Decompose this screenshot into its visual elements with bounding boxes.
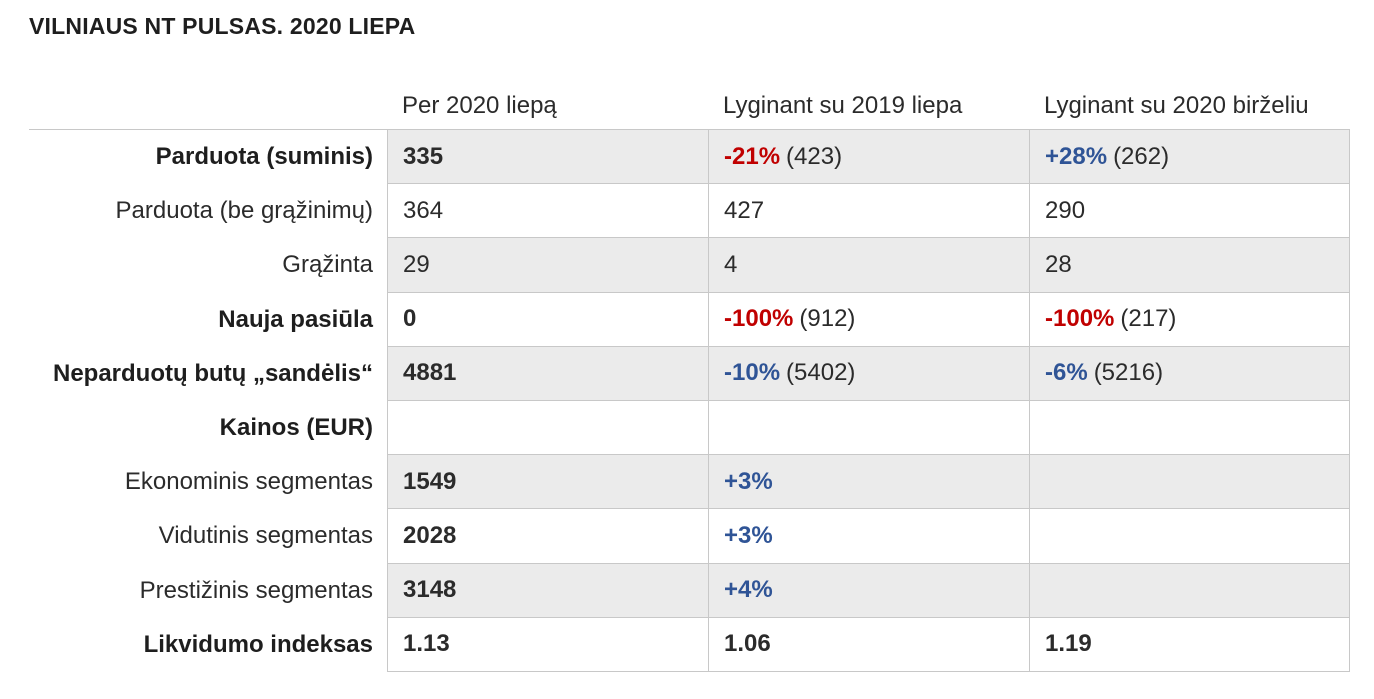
cell-value: 2028 — [403, 521, 457, 549]
row-cells: 1.13 1.06 1.19 — [387, 617, 1350, 672]
table-row: Neparduotų butų „sandėlis“ 4881 -10% (5402)… — [0, 346, 1374, 401]
table-cell: 4881 — [388, 346, 709, 400]
cell-value: 4 — [724, 250, 738, 278]
column-header-vs-last-year: Lyginant su 2019 liepa — [723, 92, 963, 119]
table-cell: -21% (423) — [709, 130, 1030, 184]
cell-value: (5402) — [786, 359, 856, 387]
table-cell — [1030, 455, 1349, 508]
row-cells: 364 427 290 — [387, 184, 1350, 239]
table-cell: +3% — [709, 509, 1030, 563]
table-row: Vidutinis segmentas 2028 +3% — [0, 509, 1374, 564]
change-percent: -100% — [1045, 305, 1115, 333]
row-label: Neparduotų butų „sandėlis“ — [52, 359, 373, 387]
cell-value: 1549 — [403, 467, 457, 495]
row-cells — [387, 400, 1350, 456]
table-row: Parduota (be grąžinimų) 364 427 290 — [0, 184, 1374, 239]
table-row: Nauja pasiūla 0 -100% (912) -100% (217) — [0, 292, 1374, 347]
table-cell: 2028 — [388, 509, 709, 563]
table-cell: +3% — [709, 455, 1030, 509]
table-cell — [1030, 564, 1349, 617]
change-percent: +3% — [724, 467, 773, 495]
cell-value: 0 — [403, 305, 417, 333]
table-cell: 1.13 — [388, 617, 709, 671]
table-cell: 28 — [1030, 238, 1349, 291]
row-cells: 4881 -10% (5402) -6% (5216) — [387, 346, 1350, 401]
cell-value: 29 — [403, 250, 430, 278]
table-cell: 1.06 — [709, 617, 1030, 671]
table-row: Kainos (EUR) — [0, 400, 1374, 456]
cell-value: (262) — [1113, 142, 1170, 170]
row-cells: 335 -21% (423) +28% (262) — [387, 130, 1350, 185]
table-cell: -6% (5216) — [1030, 347, 1349, 400]
row-cells: 29 4 28 — [387, 238, 1350, 293]
cell-value: 364 — [403, 196, 444, 224]
table-cell: +4% — [709, 563, 1030, 617]
table-cell — [709, 400, 1030, 455]
table-cell: -10% (5402) — [709, 346, 1030, 400]
row-label: Kainos (EUR) — [219, 414, 373, 442]
row-cells: 3148 +4% — [387, 563, 1350, 618]
table-cell: 335 — [388, 130, 709, 184]
column-header-row: Per 2020 liepą Lyginant su 2019 liepa Ly… — [0, 86, 1374, 126]
change-percent: +28% — [1045, 142, 1108, 170]
table-cell: 29 — [388, 238, 709, 292]
change-percent: +3% — [724, 521, 773, 549]
table-row: Grąžinta 29 4 28 — [0, 238, 1374, 293]
table-cell — [388, 400, 709, 455]
table-row: Likvidumo indeksas 1.13 1.06 1.19 — [0, 617, 1374, 672]
page-title: VILNIAUS NT PULSAS. 2020 LIEPA — [29, 13, 416, 39]
cell-value: 1.19 — [1045, 630, 1092, 658]
cell-value: 28 — [1045, 250, 1072, 278]
row-label: Parduota (be grąžinimų) — [115, 197, 373, 225]
row-label: Parduota (suminis) — [155, 143, 373, 171]
change-percent: -100% — [724, 305, 794, 333]
stats-table: Parduota (suminis) 335 -21% (423) +28% (262) P… — [0, 130, 1374, 672]
table-cell: 3148 — [388, 563, 709, 617]
cell-value: (217) — [1120, 305, 1177, 333]
cell-value: 335 — [403, 142, 444, 170]
cell-value: (423) — [786, 142, 843, 170]
row-cells: 2028 +3% — [387, 509, 1350, 564]
column-header-current: Per 2020 liepą — [402, 92, 557, 119]
cell-value: 3148 — [403, 576, 457, 604]
row-label: Nauja pasiūla — [218, 305, 373, 333]
row-cells: 1549 +3% — [387, 455, 1350, 510]
cell-value: 290 — [1045, 196, 1086, 224]
table-cell: 1549 — [388, 455, 709, 509]
table-cell: +28% (262) — [1030, 130, 1349, 183]
table-cell: 290 — [1030, 184, 1349, 237]
change-percent: -21% — [724, 142, 781, 170]
header-divider — [29, 129, 1350, 130]
table-cell: 427 — [709, 184, 1030, 238]
cell-value: (5216) — [1093, 359, 1164, 387]
table-cell — [1030, 509, 1349, 562]
table-cell: 364 — [388, 184, 709, 238]
row-cells: 0 -100% (912) -100% (217) — [387, 292, 1350, 347]
cell-value: 1.06 — [724, 630, 771, 658]
table-row: Prestižinis segmentas 3148 +4% — [0, 563, 1374, 618]
table-cell: -100% (912) — [709, 292, 1030, 346]
change-percent: -6% — [1045, 359, 1088, 387]
row-label: Vidutinis segmentas — [158, 522, 373, 550]
row-label: Likvidumo indeksas — [143, 630, 373, 658]
table-cell: 4 — [709, 238, 1030, 292]
row-label: Ekonominis segmentas — [124, 468, 373, 496]
row-label: Grąžinta — [282, 251, 373, 279]
table-cell: -100% (217) — [1030, 293, 1349, 346]
cell-value: 427 — [724, 196, 765, 224]
table-cell: 0 — [388, 292, 709, 346]
cell-value: (912) — [799, 305, 856, 333]
change-percent: -10% — [724, 359, 781, 387]
change-percent: +4% — [724, 576, 773, 604]
table-cell: 1.19 — [1030, 618, 1349, 671]
table-row: Ekonominis segmentas 1549 +3% — [0, 455, 1374, 510]
table-row: Parduota (suminis) 335 -21% (423) +28% (262) — [0, 130, 1374, 185]
column-header-vs-last-month: Lyginant su 2020 birželiu — [1044, 92, 1309, 119]
cell-value: 4881 — [403, 359, 457, 387]
cell-value: 1.13 — [403, 630, 450, 658]
row-label: Prestižinis segmentas — [139, 576, 373, 604]
table-cell — [1030, 401, 1349, 454]
